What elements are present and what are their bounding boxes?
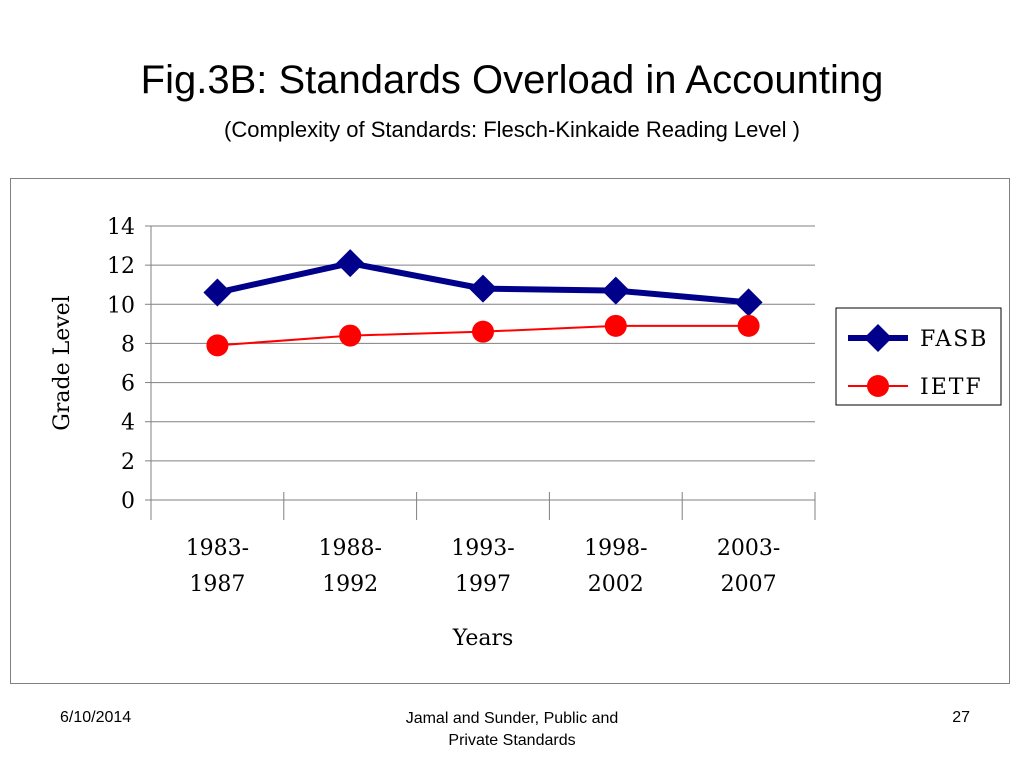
data-point-ietf — [472, 320, 494, 343]
footer-page-number: 27 — [952, 709, 970, 726]
footer-date: 6/10/2014 — [60, 709, 132, 726]
data-point-ietf — [737, 314, 760, 337]
y-tick-label: 8 — [121, 332, 135, 357]
data-point-ietf — [206, 334, 229, 357]
legend — [835, 307, 1002, 406]
x-axis-title: Years — [452, 626, 514, 651]
y-axis-title: Grade Level — [50, 295, 75, 430]
legend-label-ietf: IETF — [920, 375, 983, 400]
data-point-fasb — [203, 278, 232, 307]
x-tick-label: 1983-1987 — [186, 536, 249, 597]
y-tick-label: 6 — [121, 372, 135, 397]
data-point-ietf — [604, 314, 627, 337]
legend-label-fasb: FASB — [920, 327, 988, 352]
x-tick-label: 1988-1992 — [318, 536, 381, 597]
x-tick-label: 1993-1997 — [451, 536, 514, 597]
legend-marker-fasb — [864, 324, 892, 352]
data-point-fasb — [469, 274, 497, 303]
footer-source-line1: Jamal and Sunder, Public and — [405, 710, 619, 727]
x-tick-label: 1998-2002 — [584, 536, 647, 597]
data-point-ietf — [339, 324, 362, 347]
legend-marker-ietf — [867, 375, 889, 397]
line-chart: 0 2 4 6 8 10 12 14 1983-1987 1988-1992 1993-1997 19… — [50, 215, 1002, 651]
footer-source-line2: Private Standards — [448, 732, 576, 749]
slide-title: Fig.3B: Standards Overload in Accounting — [140, 58, 884, 102]
y-tick-label: 14 — [107, 215, 135, 240]
data-point-fasb — [336, 249, 365, 278]
footer-source: Jamal and Sunder, Public and Private Sta… — [362, 708, 662, 752]
y-tick-label: 2 — [121, 450, 135, 475]
slide-subtitle: (Complexity of Standards: Flesch-Kinkaid… — [224, 117, 800, 142]
y-tick-label: 0 — [121, 489, 135, 514]
data-point-fasb — [601, 276, 630, 305]
x-tick-label: 2003-2007 — [717, 536, 780, 597]
chart-frame: 0 2 4 6 8 10 12 14 1983-1987 1988-1992 1993-1997 19… — [10, 178, 1010, 684]
data-point-fasb — [734, 288, 763, 317]
y-tick-label: 4 — [121, 411, 135, 436]
y-tick-label: 10 — [107, 293, 135, 318]
y-tick-label: 12 — [107, 254, 135, 279]
